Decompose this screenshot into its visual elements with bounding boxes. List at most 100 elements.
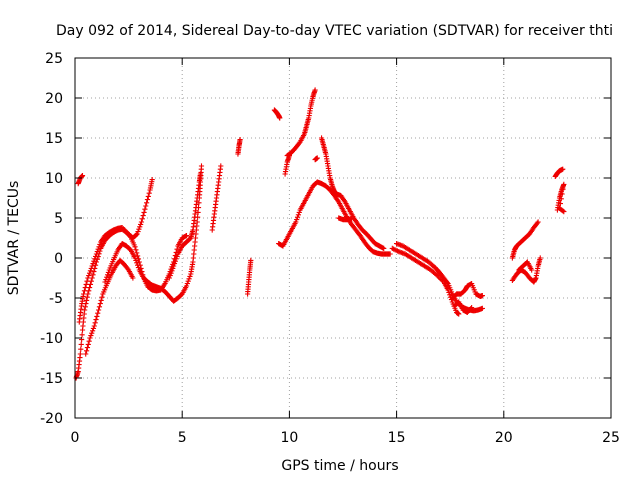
data-point <box>445 287 451 293</box>
data-point <box>133 232 139 238</box>
data-point <box>93 251 100 257</box>
data-point <box>237 137 243 143</box>
data-point <box>85 275 91 281</box>
data-point <box>560 186 566 192</box>
data-point <box>559 191 565 197</box>
data-point <box>136 226 142 232</box>
data-point <box>93 317 99 323</box>
data-point <box>537 255 543 261</box>
data-point <box>171 261 178 267</box>
data-point <box>146 190 152 196</box>
data-point <box>133 247 139 253</box>
data-point <box>104 272 111 278</box>
data-point <box>89 263 95 269</box>
data-point <box>286 153 292 159</box>
x-axis-label: GPS time / hours <box>281 458 398 474</box>
plot-frame <box>74 57 612 419</box>
data-point <box>132 244 138 250</box>
data-point <box>91 269 97 275</box>
data-point <box>136 259 142 265</box>
data-point <box>79 173 86 179</box>
data-point <box>166 275 172 281</box>
data-point <box>102 279 108 285</box>
data-point <box>103 277 109 283</box>
data-point <box>194 219 200 225</box>
data-point <box>561 181 567 187</box>
data-point <box>184 281 190 287</box>
data-point <box>296 209 302 215</box>
x-tick-label: 15 <box>388 430 406 446</box>
data-point <box>381 245 387 251</box>
y-tick-label: -10 <box>40 331 63 347</box>
data-point <box>86 338 92 344</box>
data-point <box>145 193 151 199</box>
data-point <box>187 273 193 279</box>
data-point <box>560 208 566 214</box>
data-point <box>93 259 100 265</box>
data-point <box>139 216 145 222</box>
data-point <box>138 221 144 227</box>
chart-title: Day 092 of 2014, Sidereal Day-to-day VTE… <box>56 23 613 39</box>
data-point <box>95 246 101 252</box>
data-point <box>293 219 299 225</box>
data-point <box>133 257 139 263</box>
data-point <box>83 281 89 287</box>
data-point <box>312 87 318 93</box>
data-point <box>89 328 96 334</box>
data-point <box>294 214 301 220</box>
x-tick-label: 25 <box>602 430 620 446</box>
data-point <box>447 292 453 298</box>
data-point <box>77 351 83 357</box>
data-point <box>294 217 300 223</box>
data-point <box>90 325 97 331</box>
data-point <box>94 249 100 255</box>
data-point <box>132 255 138 261</box>
data-point <box>135 229 141 235</box>
grid-lines <box>75 58 611 418</box>
data-point <box>183 233 190 239</box>
data-point <box>534 220 540 226</box>
data-point <box>173 256 179 262</box>
data-point <box>90 272 96 278</box>
data-point <box>84 278 90 284</box>
x-tick-label: 5 <box>178 430 187 446</box>
data-point <box>561 209 567 215</box>
x-tick-label: 10 <box>280 430 298 446</box>
data-point <box>78 346 84 352</box>
data-point <box>172 258 178 264</box>
data-point <box>185 278 191 284</box>
data-point <box>91 258 97 264</box>
y-tick-label: 20 <box>45 91 63 107</box>
data-point <box>198 163 205 169</box>
y-tick-label: -5 <box>49 291 63 307</box>
data-point <box>84 294 90 300</box>
data-point <box>169 268 175 274</box>
data-point <box>134 231 140 237</box>
data-point <box>479 305 485 311</box>
data-point <box>92 320 98 326</box>
axis-ticks: 0 5 10 15 20 25 -20 -15 -10 -5 0 5 10 15 20 25 <box>40 51 620 446</box>
data-point <box>183 283 190 289</box>
y-tick-label: 15 <box>45 131 63 147</box>
data-point <box>135 265 142 271</box>
y-axis-label: SDTVAR / TECUs <box>6 181 22 296</box>
data-point <box>97 301 103 307</box>
data-point <box>97 241 103 247</box>
data-point <box>92 256 98 262</box>
data-point <box>558 196 564 202</box>
data-point <box>557 201 564 207</box>
data-point <box>469 305 475 311</box>
data-point <box>387 251 393 257</box>
y-tick-label: 5 <box>54 211 63 227</box>
data-point <box>83 297 90 303</box>
data-point <box>90 261 96 267</box>
data-point <box>168 270 174 276</box>
data-point <box>130 275 136 281</box>
data-point <box>171 263 177 269</box>
data-point <box>140 213 146 219</box>
data-point <box>141 209 147 215</box>
data-point <box>296 140 302 146</box>
data-point <box>167 273 173 279</box>
data-point <box>98 297 104 303</box>
data-point <box>78 341 84 347</box>
